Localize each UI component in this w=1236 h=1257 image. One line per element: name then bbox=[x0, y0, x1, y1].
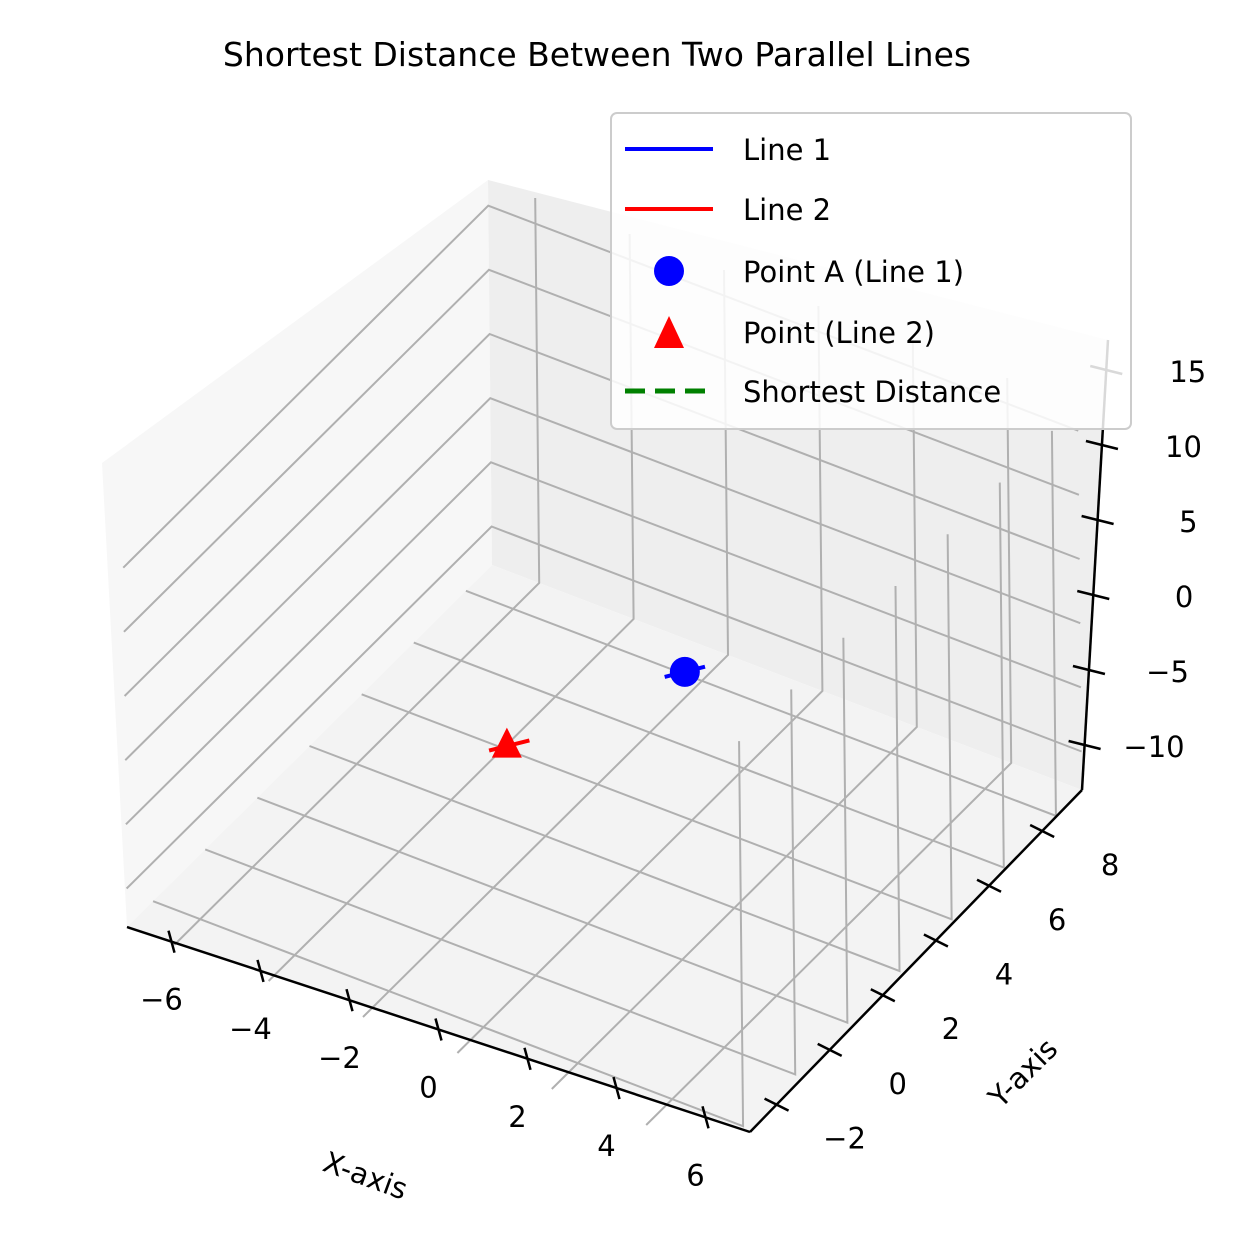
x-tick bbox=[345, 988, 354, 1012]
x-gridline bbox=[152, 741, 745, 1128]
y-tick-label: 0 bbox=[888, 1067, 906, 1101]
z-gridline bbox=[123, 332, 1080, 697]
x-axis-label: X-axis bbox=[319, 1145, 412, 1207]
x-tick bbox=[701, 1106, 710, 1129]
tick-labels: −6 −4 −2 0 2 4 6 −2 0 2 4 6 8 −10 −5 0 5 10 15 bbox=[140, 355, 1206, 1192]
z-tick bbox=[1068, 739, 1101, 751]
z-tick-label: 0 bbox=[1175, 580, 1193, 614]
legend-label-point-a: Point A (Line 1) bbox=[743, 255, 964, 289]
legend-label-point-line-2: Point (Line 2) bbox=[743, 316, 935, 350]
x-tick-label: −4 bbox=[229, 1012, 272, 1046]
left-pane bbox=[102, 180, 492, 927]
legend-label-line-2: Line 2 bbox=[743, 193, 831, 227]
legend: Line 1 Line 2 Point A (Line 1) Point (Li… bbox=[610, 112, 1132, 430]
y-tick bbox=[870, 988, 896, 1003]
legend-point-line-2-swatch bbox=[654, 316, 684, 348]
z-tick-label: −5 bbox=[1146, 655, 1189, 689]
y-tick bbox=[817, 1042, 843, 1058]
x-tick-label: 4 bbox=[597, 1129, 615, 1163]
legend-label-shortest-distance: Shortest Distance bbox=[743, 375, 1001, 409]
z-tick bbox=[1085, 439, 1119, 451]
z-tick bbox=[1072, 664, 1106, 676]
x-tick-label: 2 bbox=[508, 1100, 526, 1134]
z-tick-label: 15 bbox=[1169, 355, 1206, 389]
z-gridline bbox=[125, 525, 1082, 890]
y-axis-line bbox=[749, 789, 1083, 1133]
y-tick bbox=[764, 1097, 790, 1112]
z-tick-label: −10 bbox=[1123, 730, 1184, 764]
y-tick bbox=[976, 878, 1002, 893]
y-tick-label: −2 bbox=[823, 1122, 866, 1156]
z-tick bbox=[1076, 589, 1110, 601]
x-tick bbox=[523, 1047, 532, 1071]
y-tick bbox=[1029, 823, 1055, 839]
x-gridline bbox=[204, 689, 797, 1076]
y-gridline bbox=[551, 341, 918, 1090]
x-tick bbox=[167, 930, 176, 953]
y-gridline bbox=[173, 197, 541, 946]
x-gridline bbox=[361, 534, 953, 921]
y-tick-label: 6 bbox=[1048, 903, 1066, 937]
x-gridline bbox=[309, 585, 901, 973]
z-gridline bbox=[125, 461, 1082, 826]
y-tick bbox=[923, 933, 949, 948]
point-line-2-marker bbox=[491, 727, 522, 758]
y-tick-label: 2 bbox=[942, 1012, 960, 1046]
chart-title: Shortest Distance Between Two Parallel L… bbox=[223, 35, 971, 74]
point-a-line-1-marker bbox=[669, 656, 700, 687]
x-tick-label: −2 bbox=[318, 1041, 361, 1075]
z-gridline bbox=[124, 397, 1081, 761]
x-tick bbox=[256, 959, 265, 983]
y-axis-label: Y-axis bbox=[981, 1032, 1064, 1115]
x-gridline bbox=[257, 637, 849, 1025]
y-gridline bbox=[645, 377, 1013, 1126]
z-tick-label: 5 bbox=[1179, 505, 1197, 539]
x-tick-label: −6 bbox=[140, 983, 183, 1017]
x-tick-label: 6 bbox=[686, 1158, 704, 1192]
y-tick-label: 4 bbox=[995, 957, 1013, 991]
data-layer bbox=[488, 656, 706, 758]
legend-box bbox=[610, 112, 1132, 430]
y-gridline bbox=[456, 305, 824, 1054]
x-gridline bbox=[413, 482, 1005, 870]
z-tick bbox=[1081, 514, 1114, 526]
y-tick-label: 8 bbox=[1101, 848, 1119, 882]
legend-label-line-1: Line 1 bbox=[743, 133, 831, 167]
x-tick bbox=[434, 1018, 443, 1041]
z-tick-label: 10 bbox=[1165, 430, 1202, 464]
x-tick-label: 0 bbox=[419, 1071, 437, 1105]
x-tick bbox=[612, 1076, 621, 1100]
legend-point-a-swatch bbox=[654, 256, 684, 286]
